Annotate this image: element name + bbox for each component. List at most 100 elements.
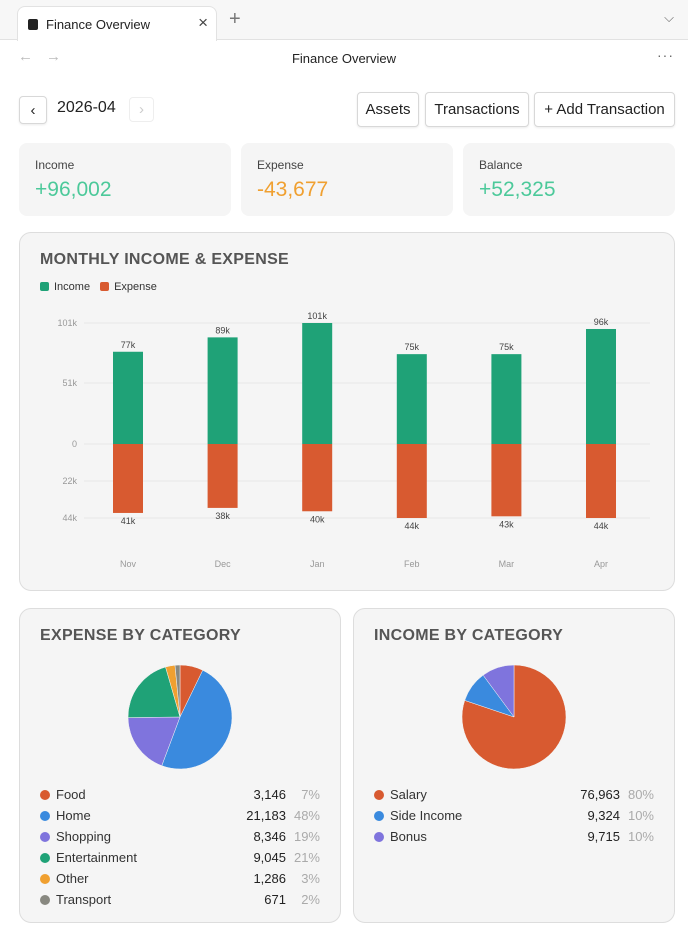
more-options-icon[interactable]: ···: [657, 47, 674, 63]
income-bar: [586, 328, 616, 444]
category-percent: 48%: [293, 808, 320, 823]
legend-dot: [374, 831, 384, 842]
y-tick-label: 51k: [62, 378, 77, 388]
x-tick-label: Jan: [310, 559, 325, 569]
legend-item: Entertainment 9,045 21%: [40, 847, 320, 868]
expense-category-panel: EXPENSE BY CATEGORY Food 3,146 7% Home 21,18…: [19, 608, 341, 923]
legend-item: Salary 76,963 80%: [374, 784, 654, 805]
assets-button[interactable]: Assets: [357, 92, 419, 127]
y-tick-label: 101k: [57, 318, 77, 328]
close-icon[interactable]: ×: [198, 13, 208, 32]
next-month-button[interactable]: ›: [129, 97, 154, 122]
category-name: Entertainment: [56, 850, 137, 865]
income-data-label: 75k: [499, 342, 514, 352]
category-percent: 19%: [293, 829, 320, 844]
expense-data-label: 38k: [215, 511, 230, 521]
summary-label: Balance: [479, 158, 523, 172]
category-percent: 21%: [293, 850, 320, 865]
expense-bar: [586, 444, 616, 518]
add-transaction-button[interactable]: + Add Transaction: [534, 92, 675, 127]
category-name: Home: [56, 808, 91, 823]
y-tick-label: 44k: [62, 513, 77, 523]
category-percent: 3%: [301, 871, 320, 886]
legend-expense: Expense: [100, 281, 157, 293]
income-bar: [207, 337, 238, 444]
back-arrow-icon[interactable]: ←: [18, 48, 33, 65]
category-name: Other: [56, 871, 89, 886]
income-data-label: 96k: [594, 317, 609, 327]
legend-item: Other 1,286 3%: [40, 868, 320, 889]
income-bar: [302, 323, 333, 444]
expense-bar: [396, 444, 427, 518]
category-amount: 21,183: [246, 808, 286, 823]
income-data-label: 75k: [405, 342, 420, 352]
tab-title: Finance Overview: [46, 16, 151, 32]
income-category-panel: INCOME BY CATEGORY Salary 76,963 80% Side I…: [353, 608, 675, 923]
pie-slice-entertainment: [127, 666, 181, 718]
expense-bar: [491, 444, 522, 517]
tab-bar: Finance Overview × + ⌵: [0, 0, 688, 41]
category-amount: 76,963: [580, 787, 620, 802]
x-tick-label: Apr: [594, 559, 608, 569]
summary-card-expense: Expense -43,677: [241, 143, 453, 216]
pie-slice-salary: [461, 664, 567, 770]
summary-label: Expense: [257, 158, 304, 172]
new-tab-plus-icon[interactable]: +: [229, 8, 241, 30]
category-amount: 9,324: [587, 808, 620, 823]
y-tick-label: 0: [72, 439, 77, 449]
category-name: Side Income: [390, 808, 463, 823]
category-amount: 8,346: [253, 829, 286, 844]
income-bar: [113, 351, 143, 444]
category-percent: 7%: [301, 787, 320, 802]
prev-month-button[interactable]: ‹: [19, 96, 47, 124]
expense-category-title: EXPENSE BY CATEGORY: [40, 627, 242, 644]
summary-label: Income: [35, 158, 75, 172]
legend-dot: [40, 873, 50, 884]
income-bar: [396, 354, 427, 444]
legend-income: Income: [40, 281, 90, 293]
category-percent: 80%: [627, 787, 654, 802]
summary-value: -43,677: [257, 178, 329, 201]
category-percent: 2%: [301, 892, 320, 907]
income-pie-chart: [461, 664, 567, 770]
chevron-down-icon[interactable]: ⌵: [664, 10, 674, 25]
expense-bar: [302, 444, 333, 512]
pie-slice-home: [161, 669, 233, 770]
x-tick-label: Nov: [120, 559, 137, 569]
category-percent: 10%: [627, 829, 654, 844]
expense-bar: [207, 444, 238, 508]
legend-dot: [40, 810, 50, 821]
legend-dot: [374, 789, 384, 800]
category-amount: 9,715: [587, 829, 620, 844]
category-amount: 1,286: [253, 871, 286, 886]
page-title: Finance Overview: [291, 51, 397, 66]
category-percent: 10%: [627, 808, 654, 823]
summary-value: +96,002: [35, 178, 112, 201]
period-label: 2026-04: [57, 99, 116, 116]
income-data-label: 89k: [215, 325, 230, 335]
tab-finance-overview[interactable]: Finance Overview ×: [17, 6, 217, 41]
legend-item: Bonus 9,715 10%: [374, 826, 654, 847]
forward-arrow-icon[interactable]: →: [46, 48, 61, 65]
legend-dot: [40, 789, 50, 800]
income-category-title: INCOME BY CATEGORY: [374, 627, 564, 644]
summary-card-income: Income +96,002: [19, 143, 231, 216]
wallet-icon: [28, 18, 38, 30]
legend-dot: [40, 831, 50, 842]
transactions-button[interactable]: Transactions: [425, 92, 529, 127]
x-tick-label: Mar: [499, 559, 515, 569]
legend-item: Food 3,146 7%: [40, 784, 320, 805]
legend-item: Transport 671 2%: [40, 889, 320, 910]
legend-dot: [374, 810, 384, 821]
income-bar: [491, 354, 522, 444]
legend-item: Shopping 8,346 19%: [40, 826, 320, 847]
pie-slice-transport: [174, 664, 181, 718]
monthly-chart-panel: MONTHLY INCOME & EXPENSE Income Expense …: [19, 232, 675, 591]
income-data-label: 101k: [307, 311, 327, 321]
expense-data-label: 44k: [594, 521, 609, 531]
legend-dot: [40, 852, 50, 863]
category-name: Shopping: [56, 829, 111, 844]
expense-data-label: 44k: [405, 521, 420, 531]
category-amount: 9,045: [253, 850, 286, 865]
expense-bar: [113, 444, 143, 513]
